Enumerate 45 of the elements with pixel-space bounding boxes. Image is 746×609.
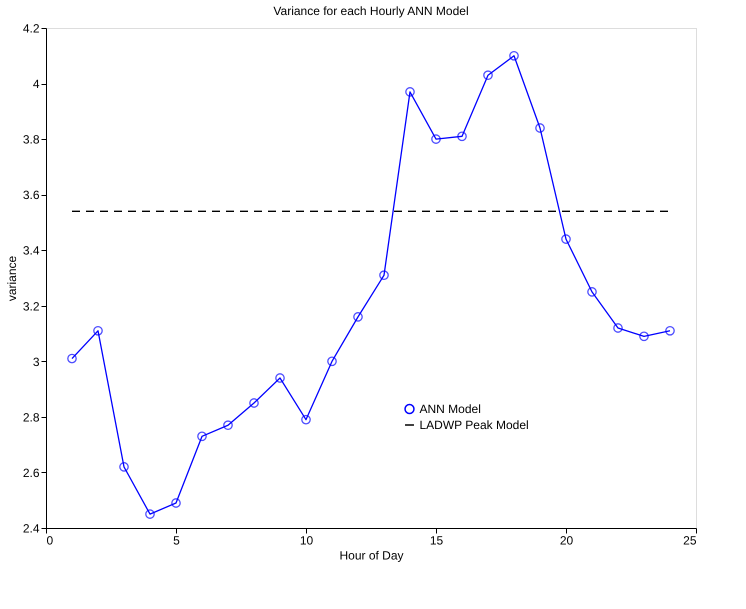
x-tick-label: 5 (173, 534, 180, 548)
point (431, 134, 441, 144)
point (639, 332, 649, 342)
chart-title: Variance for each Hourly ANN Model (273, 4, 469, 18)
y-tick-label: 2.4 (22, 522, 40, 536)
y-tick-label: 2.8 (22, 410, 40, 424)
y-tick-label: 4.2 (22, 22, 40, 36)
x-axis-title: Hour of Day (339, 548, 404, 562)
y-tick-label: 3.6 (22, 188, 40, 202)
point (197, 432, 207, 442)
point (405, 87, 415, 97)
x-tick-label: 15 (430, 534, 444, 548)
point (665, 326, 675, 336)
point (67, 354, 77, 364)
point (93, 326, 103, 336)
point (483, 70, 493, 80)
point (457, 132, 467, 142)
point (249, 398, 259, 408)
legend-label: LADWP Peak Model (420, 418, 529, 432)
point (119, 462, 129, 472)
x-tick-label: 10 (300, 534, 314, 548)
point (275, 373, 285, 383)
point (171, 498, 181, 508)
y-tick-label: 4 (32, 77, 40, 92)
point (301, 414, 311, 424)
x-tick-label: 20 (560, 534, 574, 548)
x-tick-label: 0 (46, 534, 54, 548)
y-tick-label: 3 (32, 354, 40, 369)
point (327, 356, 337, 366)
point (613, 323, 623, 333)
x-tick-label: 25 (683, 534, 697, 548)
y-tick-label: 3.2 (22, 299, 40, 314)
y-tick-label: 3.4 (22, 244, 40, 258)
point (509, 50, 519, 61)
point (223, 420, 233, 430)
point (535, 123, 545, 133)
point (145, 509, 155, 519)
legend-label: ANN Model (420, 402, 481, 416)
point (353, 312, 363, 322)
y-tick-label: 2.6 (22, 466, 40, 480)
point (587, 287, 597, 297)
point (379, 270, 389, 280)
y-axis-title: variance (4, 255, 19, 302)
point (561, 234, 571, 244)
y-tick-label: 3.8 (22, 132, 40, 147)
